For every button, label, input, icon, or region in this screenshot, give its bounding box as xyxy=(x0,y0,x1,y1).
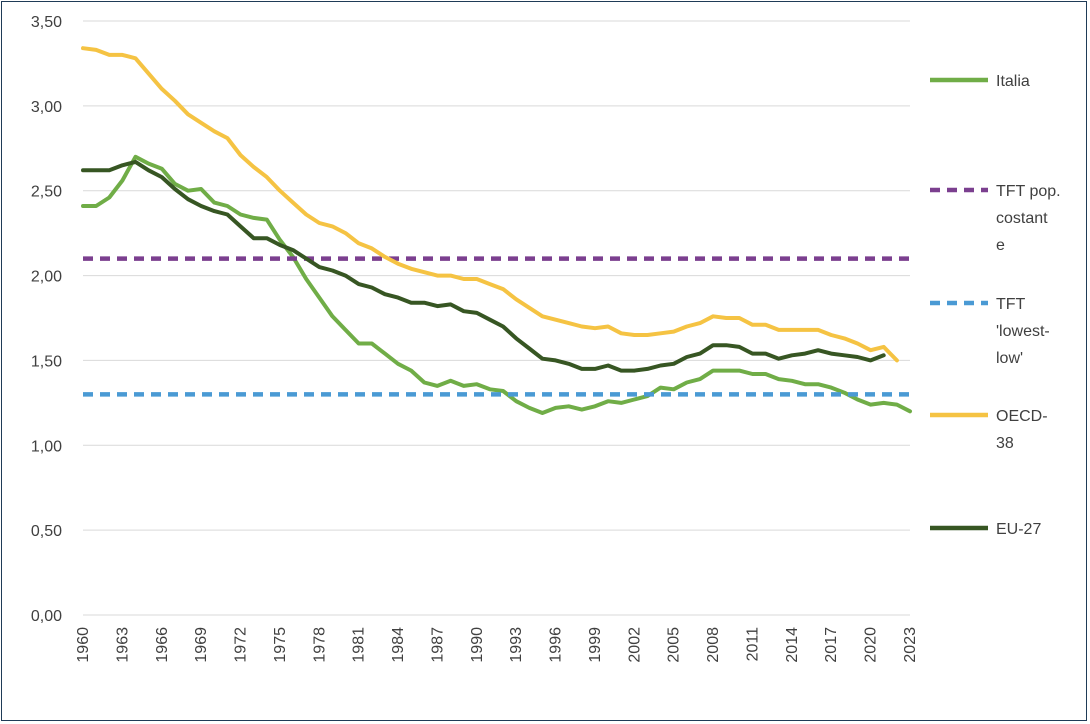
x-tick-label: 1963 xyxy=(114,627,131,663)
y-axis-ticks: 0,00 0,50 1,00 1,50 2,00 2,50 3,00 3,50 xyxy=(31,14,62,625)
legend-label: low' xyxy=(996,350,1023,367)
x-tick-label: 1999 xyxy=(587,627,604,663)
x-tick-label: 2020 xyxy=(863,627,880,663)
x-tick-label: 2008 xyxy=(705,627,722,663)
x-tick-label: 1966 xyxy=(154,627,171,663)
legend: Italia TFT pop. costant e TFT 'lowest-low' OEC… xyxy=(930,73,1061,538)
y-tick-label: 2,50 xyxy=(31,184,62,201)
legend-label: costant xyxy=(996,210,1048,227)
y-tick-label: 0,50 xyxy=(31,523,62,540)
x-tick-label: 2017 xyxy=(823,627,840,663)
series-line-4 xyxy=(81,159,886,373)
legend-label: TFT pop. xyxy=(996,183,1061,200)
legend-label: Italia xyxy=(996,73,1030,90)
x-axis-ticks: 1960 1963 1966 1969 1972 1975 1978 1981 1984 1987… xyxy=(75,627,919,663)
x-tick-label: 1987 xyxy=(429,627,446,663)
y-tick-label: 3,00 xyxy=(31,99,62,116)
x-tick-label: 1978 xyxy=(311,627,328,663)
x-tick-label: 2023 xyxy=(902,627,919,663)
x-tick-label: 2002 xyxy=(626,627,643,663)
legend-label: 38 xyxy=(996,435,1014,452)
x-tick-label: 2011 xyxy=(744,627,761,662)
x-tick-label: 1981 xyxy=(351,627,368,663)
x-tick-label: 1996 xyxy=(548,627,565,663)
legend-label: TFT xyxy=(996,296,1026,313)
legend-label: e xyxy=(996,237,1005,254)
series-line-3 xyxy=(81,46,899,363)
legend-label: OECD- xyxy=(996,408,1048,425)
series-line-0 xyxy=(81,154,912,415)
x-tick-label: 1969 xyxy=(193,627,210,663)
x-tick-label: 1993 xyxy=(508,627,525,663)
y-tick-label: 1,00 xyxy=(31,438,62,455)
x-tick-label: 1960 xyxy=(75,627,92,663)
y-tick-label: 2,00 xyxy=(31,269,62,286)
x-tick-label: 2005 xyxy=(666,627,683,663)
x-tick-label: 1975 xyxy=(272,627,289,663)
x-tick-label: 1990 xyxy=(469,627,486,663)
x-tick-label: 2014 xyxy=(784,627,801,663)
x-tick-label: 1984 xyxy=(390,627,407,663)
y-tick-label: 0,00 xyxy=(31,608,62,625)
legend-label: 'lowest- xyxy=(996,323,1050,340)
legend-label: EU-27 xyxy=(996,521,1041,538)
gridlines xyxy=(83,20,910,616)
y-tick-label: 3,50 xyxy=(31,14,62,31)
x-tick-label: 1972 xyxy=(233,627,250,663)
series-lines xyxy=(81,46,912,415)
y-tick-label: 1,50 xyxy=(31,353,62,370)
